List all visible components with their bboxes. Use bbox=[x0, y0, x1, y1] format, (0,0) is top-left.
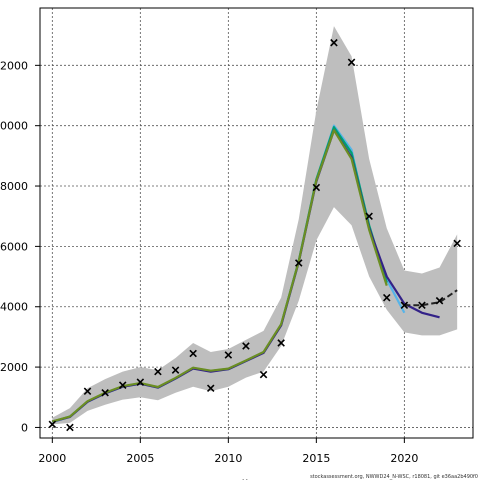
projection-line bbox=[404, 289, 458, 307]
observation-point bbox=[101, 388, 109, 397]
series-layer bbox=[52, 124, 458, 424]
observation-point bbox=[347, 58, 356, 67]
observation-point bbox=[206, 384, 215, 392]
observation-point bbox=[154, 367, 162, 376]
x-tick-label: 2005 bbox=[126, 452, 154, 465]
y-tick-label: 10000 bbox=[0, 120, 28, 133]
observation-point bbox=[48, 420, 57, 429]
observation-point bbox=[382, 293, 391, 302]
y-tick-label: 8000 bbox=[0, 180, 28, 193]
observation-point bbox=[400, 301, 409, 309]
observation-point bbox=[418, 301, 426, 309]
observation-point bbox=[224, 351, 233, 359]
confidence-band-layer bbox=[52, 26, 458, 425]
observation-point bbox=[171, 366, 180, 374]
plot-frame bbox=[39, 7, 474, 439]
x-tick-label: 2015 bbox=[302, 452, 330, 465]
observation-point bbox=[118, 381, 127, 389]
observation-point bbox=[312, 183, 321, 192]
y-tick-label: 2000 bbox=[0, 361, 28, 374]
x-tick-label: 2020 bbox=[390, 452, 418, 465]
observation-point bbox=[453, 239, 461, 248]
axes: 2000 2005 2010 2015 2020 0 2000 4000 6000 8000 100… bbox=[0, 59, 418, 465]
confidence-band bbox=[52, 26, 458, 425]
observation-point bbox=[189, 349, 197, 358]
observation-point bbox=[136, 378, 145, 386]
observation-point bbox=[330, 38, 338, 47]
observation-point bbox=[242, 342, 250, 350]
observation-point bbox=[83, 387, 92, 395]
observation-point bbox=[66, 423, 74, 432]
y-tick-label: 4000 bbox=[0, 301, 28, 314]
y-tick-label: 6000 bbox=[0, 240, 28, 253]
series-line-4 bbox=[52, 129, 388, 423]
x-tick-label: 2000 bbox=[38, 452, 66, 465]
observation-point bbox=[294, 259, 303, 267]
credit-text: stockassessment.org, NWWD24_N-WSC, r1808… bbox=[310, 474, 478, 480]
y-tick-label: 12000 bbox=[0, 59, 28, 72]
observation-point bbox=[435, 296, 444, 305]
y-tick-label: 0 bbox=[21, 421, 28, 434]
x-tick-label: 2010 bbox=[214, 452, 242, 465]
observation-point bbox=[259, 370, 268, 379]
observation-point bbox=[277, 339, 285, 347]
observations-layer bbox=[48, 38, 461, 432]
x-axis-title: x bbox=[242, 477, 248, 480]
observation-point bbox=[365, 212, 373, 220]
